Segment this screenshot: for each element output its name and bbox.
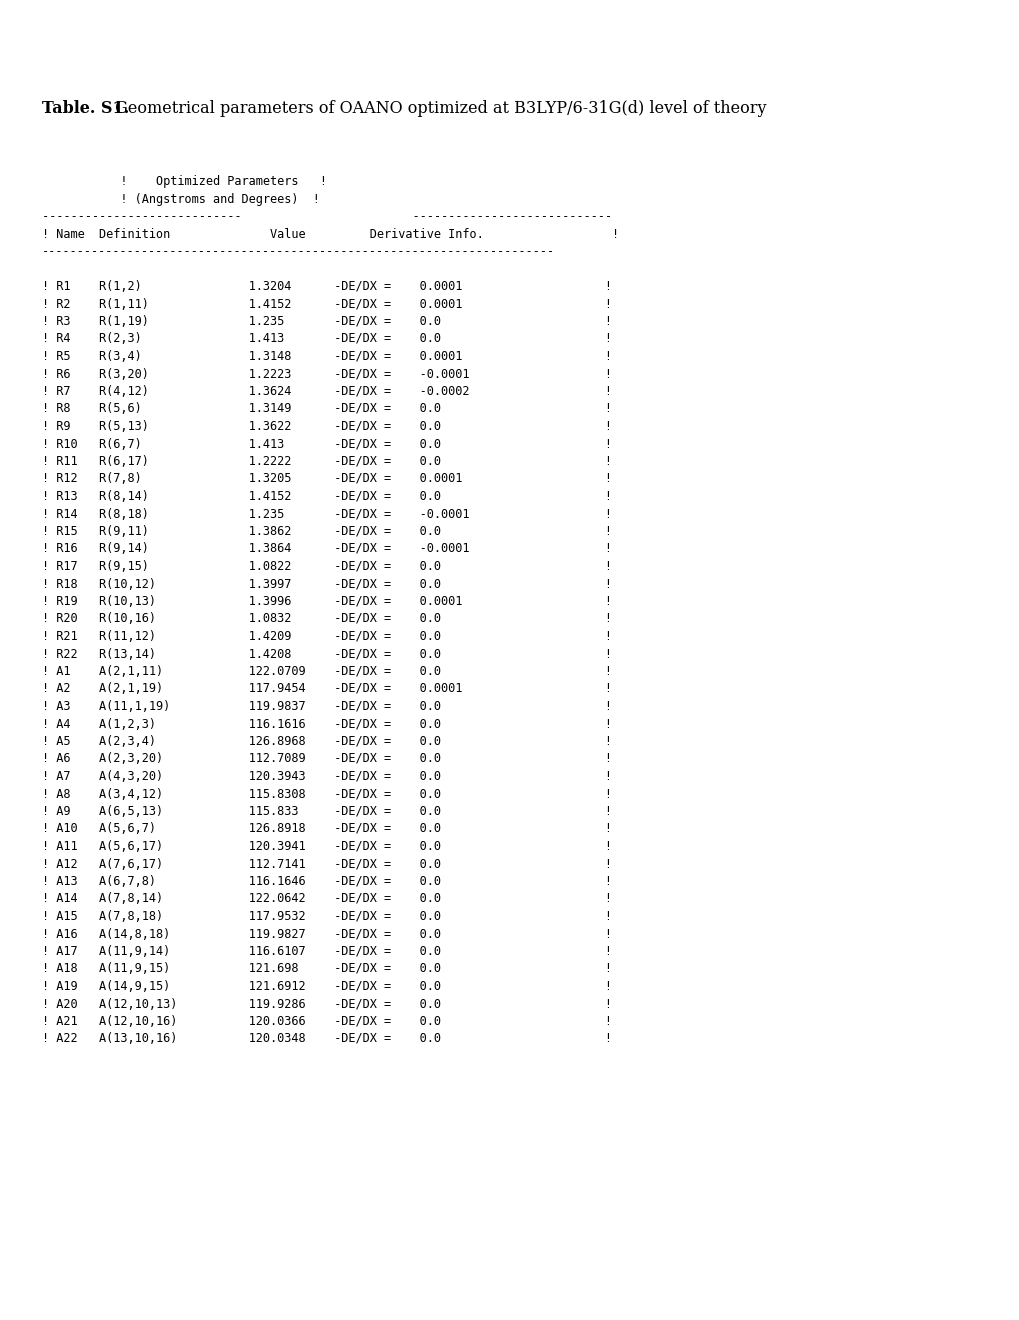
Text: ! R6    R(3,20)              1.2223      -DE/DX =    -0.0001                   !: ! R6 R(3,20) 1.2223 -DE/DX = -0.0001 !: [42, 367, 611, 380]
Text: ! A15   A(7,8,18)            117.9532    -DE/DX =    0.0                       !: ! A15 A(7,8,18) 117.9532 -DE/DX = 0.0 !: [42, 909, 611, 923]
Text: ! R20   R(10,16)             1.0832      -DE/DX =    0.0                       !: ! R20 R(10,16) 1.0832 -DE/DX = 0.0 !: [42, 612, 611, 626]
Text: ! A20   A(12,10,13)          119.9286    -DE/DX =    0.0                       !: ! A20 A(12,10,13) 119.9286 -DE/DX = 0.0 …: [42, 998, 611, 1011]
Text: ! A3    A(11,1,19)           119.9837    -DE/DX =    0.0                       !: ! A3 A(11,1,19) 119.9837 -DE/DX = 0.0 !: [42, 700, 611, 713]
Text: ! R10   R(6,7)               1.413       -DE/DX =    0.0                       !: ! R10 R(6,7) 1.413 -DE/DX = 0.0 !: [42, 437, 611, 450]
Text: Geometrical parameters of OAANO optimized at B3LYP/6-31G(d) level of theory: Geometrical parameters of OAANO optimize…: [110, 100, 765, 117]
Text: ! A17   A(11,9,14)           116.6107    -DE/DX =    0.0                       !: ! A17 A(11,9,14) 116.6107 -DE/DX = 0.0 !: [42, 945, 611, 958]
Text: ! A1    A(2,1,11)            122.0709    -DE/DX =    0.0                       !: ! A1 A(2,1,11) 122.0709 -DE/DX = 0.0 !: [42, 665, 611, 678]
Text: ! R19   R(10,13)             1.3996      -DE/DX =    0.0001                    !: ! R19 R(10,13) 1.3996 -DE/DX = 0.0001 !: [42, 595, 611, 609]
Text: ! A8    A(3,4,12)            115.8308    -DE/DX =    0.0                       !: ! A8 A(3,4,12) 115.8308 -DE/DX = 0.0 !: [42, 788, 611, 800]
Text: ! A19   A(14,9,15)           121.6912    -DE/DX =    0.0                       !: ! A19 A(14,9,15) 121.6912 -DE/DX = 0.0 !: [42, 979, 611, 993]
Text: ! R9    R(5,13)              1.3622      -DE/DX =    0.0                       !: ! R9 R(5,13) 1.3622 -DE/DX = 0.0 !: [42, 420, 611, 433]
Text: ------------------------------------------------------------------------: ----------------------------------------…: [42, 246, 554, 257]
Text: ! R11   R(6,17)              1.2222      -DE/DX =    0.0                       !: ! R11 R(6,17) 1.2222 -DE/DX = 0.0 !: [42, 455, 611, 469]
Text: ! A10   A(5,6,7)             126.8918    -DE/DX =    0.0                       !: ! A10 A(5,6,7) 126.8918 -DE/DX = 0.0 !: [42, 822, 611, 836]
Text: ! A21   A(12,10,16)          120.0366    -DE/DX =    0.0                       !: ! A21 A(12,10,16) 120.0366 -DE/DX = 0.0 …: [42, 1015, 611, 1028]
Text: ! R14   R(8,18)              1.235       -DE/DX =    -0.0001                   !: ! R14 R(8,18) 1.235 -DE/DX = -0.0001 !: [42, 507, 611, 520]
Text: ! A7    A(4,3,20)            120.3943    -DE/DX =    0.0                       !: ! A7 A(4,3,20) 120.3943 -DE/DX = 0.0 !: [42, 770, 611, 783]
Text: ! R1    R(1,2)               1.3204      -DE/DX =    0.0001                    !: ! R1 R(1,2) 1.3204 -DE/DX = 0.0001 !: [42, 280, 611, 293]
Text: ! A22   A(13,10,16)          120.0348    -DE/DX =    0.0                       !: ! A22 A(13,10,16) 120.0348 -DE/DX = 0.0 …: [42, 1032, 611, 1045]
Text: ! A4    A(1,2,3)             116.1616    -DE/DX =    0.0                       !: ! A4 A(1,2,3) 116.1616 -DE/DX = 0.0 !: [42, 718, 611, 730]
Text: ! R8    R(5,6)               1.3149      -DE/DX =    0.0                       !: ! R8 R(5,6) 1.3149 -DE/DX = 0.0 !: [42, 403, 611, 416]
Text: ! A6    A(2,3,20)            112.7089    -DE/DX =    0.0                       !: ! A6 A(2,3,20) 112.7089 -DE/DX = 0.0 !: [42, 752, 611, 766]
Text: ! A13   A(6,7,8)             116.1646    -DE/DX =    0.0                       !: ! A13 A(6,7,8) 116.1646 -DE/DX = 0.0 !: [42, 875, 611, 888]
Text: ! Name  Definition              Value         Derivative Info.                  : ! Name Definition Value Derivative Info.: [42, 227, 619, 240]
Text: ! A16   A(14,8,18)           119.9827    -DE/DX =    0.0                       !: ! A16 A(14,8,18) 119.9827 -DE/DX = 0.0 !: [42, 928, 611, 940]
Text: ! R13   R(8,14)              1.4152      -DE/DX =    0.0                       !: ! R13 R(8,14) 1.4152 -DE/DX = 0.0 !: [42, 490, 611, 503]
Text: ! R12   R(7,8)               1.3205      -DE/DX =    0.0001                    !: ! R12 R(7,8) 1.3205 -DE/DX = 0.0001 !: [42, 473, 611, 486]
Text: ! A18   A(11,9,15)           121.698     -DE/DX =    0.0                       !: ! A18 A(11,9,15) 121.698 -DE/DX = 0.0 !: [42, 962, 611, 975]
Text: ! R2    R(1,11)              1.4152      -DE/DX =    0.0001                    !: ! R2 R(1,11) 1.4152 -DE/DX = 0.0001 !: [42, 297, 611, 310]
Text: ! R18   R(10,12)             1.3997      -DE/DX =    0.0                       !: ! R18 R(10,12) 1.3997 -DE/DX = 0.0 !: [42, 578, 611, 590]
Text: ! R5    R(3,4)               1.3148      -DE/DX =    0.0001                    !: ! R5 R(3,4) 1.3148 -DE/DX = 0.0001 !: [42, 350, 611, 363]
Text: ! R16   R(9,14)              1.3864      -DE/DX =    -0.0001                   !: ! R16 R(9,14) 1.3864 -DE/DX = -0.0001 !: [42, 543, 611, 556]
Text: ! R15   R(9,11)              1.3862      -DE/DX =    0.0                       !: ! R15 R(9,11) 1.3862 -DE/DX = 0.0 !: [42, 525, 611, 539]
Text: ! R4    R(2,3)               1.413       -DE/DX =    0.0                       !: ! R4 R(2,3) 1.413 -DE/DX = 0.0 !: [42, 333, 611, 346]
Text: ! A14   A(7,8,14)            122.0642    -DE/DX =    0.0                       !: ! A14 A(7,8,14) 122.0642 -DE/DX = 0.0 !: [42, 892, 611, 906]
Text: ! (Angstroms and Degrees)  !: ! (Angstroms and Degrees) !: [42, 193, 320, 206]
Text: Table. S1.: Table. S1.: [42, 100, 129, 117]
Text: ! R21   R(11,12)             1.4209      -DE/DX =    0.0                       !: ! R21 R(11,12) 1.4209 -DE/DX = 0.0 !: [42, 630, 611, 643]
Text: ! R3    R(1,19)              1.235       -DE/DX =    0.0                       !: ! R3 R(1,19) 1.235 -DE/DX = 0.0 !: [42, 315, 611, 327]
Text: ----------------------------                        ----------------------------: ---------------------------- -----------…: [42, 210, 611, 223]
Text: ! A12   A(7,6,17)            112.7141    -DE/DX =    0.0                       !: ! A12 A(7,6,17) 112.7141 -DE/DX = 0.0 !: [42, 858, 611, 870]
Text: !    Optimized Parameters   !: ! Optimized Parameters !: [42, 176, 327, 187]
Text: ! R17   R(9,15)              1.0822      -DE/DX =    0.0                       !: ! R17 R(9,15) 1.0822 -DE/DX = 0.0 !: [42, 560, 611, 573]
Text: ! R7    R(4,12)              1.3624      -DE/DX =    -0.0002                   !: ! R7 R(4,12) 1.3624 -DE/DX = -0.0002 !: [42, 385, 611, 399]
Text: ! A9    A(6,5,13)            115.833     -DE/DX =    0.0                       !: ! A9 A(6,5,13) 115.833 -DE/DX = 0.0 !: [42, 805, 611, 818]
Text: ! A11   A(5,6,17)            120.3941    -DE/DX =    0.0                       !: ! A11 A(5,6,17) 120.3941 -DE/DX = 0.0 !: [42, 840, 611, 853]
Text: ! R22   R(13,14)             1.4208      -DE/DX =    0.0                       !: ! R22 R(13,14) 1.4208 -DE/DX = 0.0 !: [42, 648, 611, 660]
Text: ! A2    A(2,1,19)            117.9454    -DE/DX =    0.0001                    !: ! A2 A(2,1,19) 117.9454 -DE/DX = 0.0001 …: [42, 682, 611, 696]
Text: ! A5    A(2,3,4)             126.8968    -DE/DX =    0.0                       !: ! A5 A(2,3,4) 126.8968 -DE/DX = 0.0 !: [42, 735, 611, 748]
